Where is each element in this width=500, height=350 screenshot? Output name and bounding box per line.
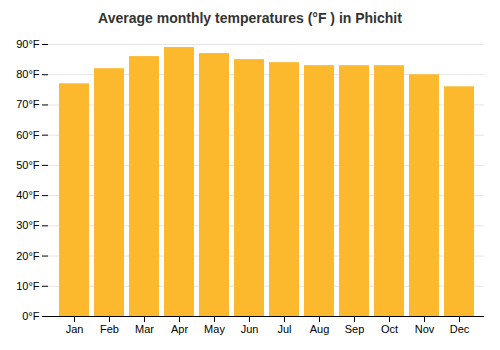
svg-text:Jul: Jul (277, 323, 291, 335)
svg-text:Jun: Jun (241, 323, 259, 335)
svg-text:Sep: Sep (345, 323, 365, 335)
svg-text:May: May (204, 323, 225, 335)
svg-text:70°F: 70°F (16, 98, 40, 110)
svg-text:Mar: Mar (135, 323, 154, 335)
svg-text:Feb: Feb (100, 323, 119, 335)
svg-text:Oct: Oct (381, 323, 398, 335)
svg-text:10°F: 10°F (16, 280, 40, 292)
svg-text:50°F: 50°F (16, 159, 40, 171)
html-text:Average monthly temperatures (: Average monthly temperatures (°F ) in Ph… (98, 10, 402, 26)
svg-text:Jan: Jan (66, 323, 84, 335)
svg-text:Nov: Nov (415, 323, 435, 335)
svg-text:Dec: Dec (450, 323, 470, 335)
svg-text:0°F: 0°F (22, 310, 40, 322)
svg-text:90°F: 90°F (16, 38, 40, 50)
svg-text:20°F: 20°F (16, 250, 40, 262)
svg-text:60°F: 60°F (16, 129, 40, 141)
svg-text:80°F: 80°F (16, 68, 40, 80)
svg-text:30°F: 30°F (16, 219, 40, 231)
svg-text:40°F: 40°F (16, 189, 40, 201)
svg-text:Apr: Apr (171, 323, 188, 335)
svg-text:Aug: Aug (310, 323, 330, 335)
